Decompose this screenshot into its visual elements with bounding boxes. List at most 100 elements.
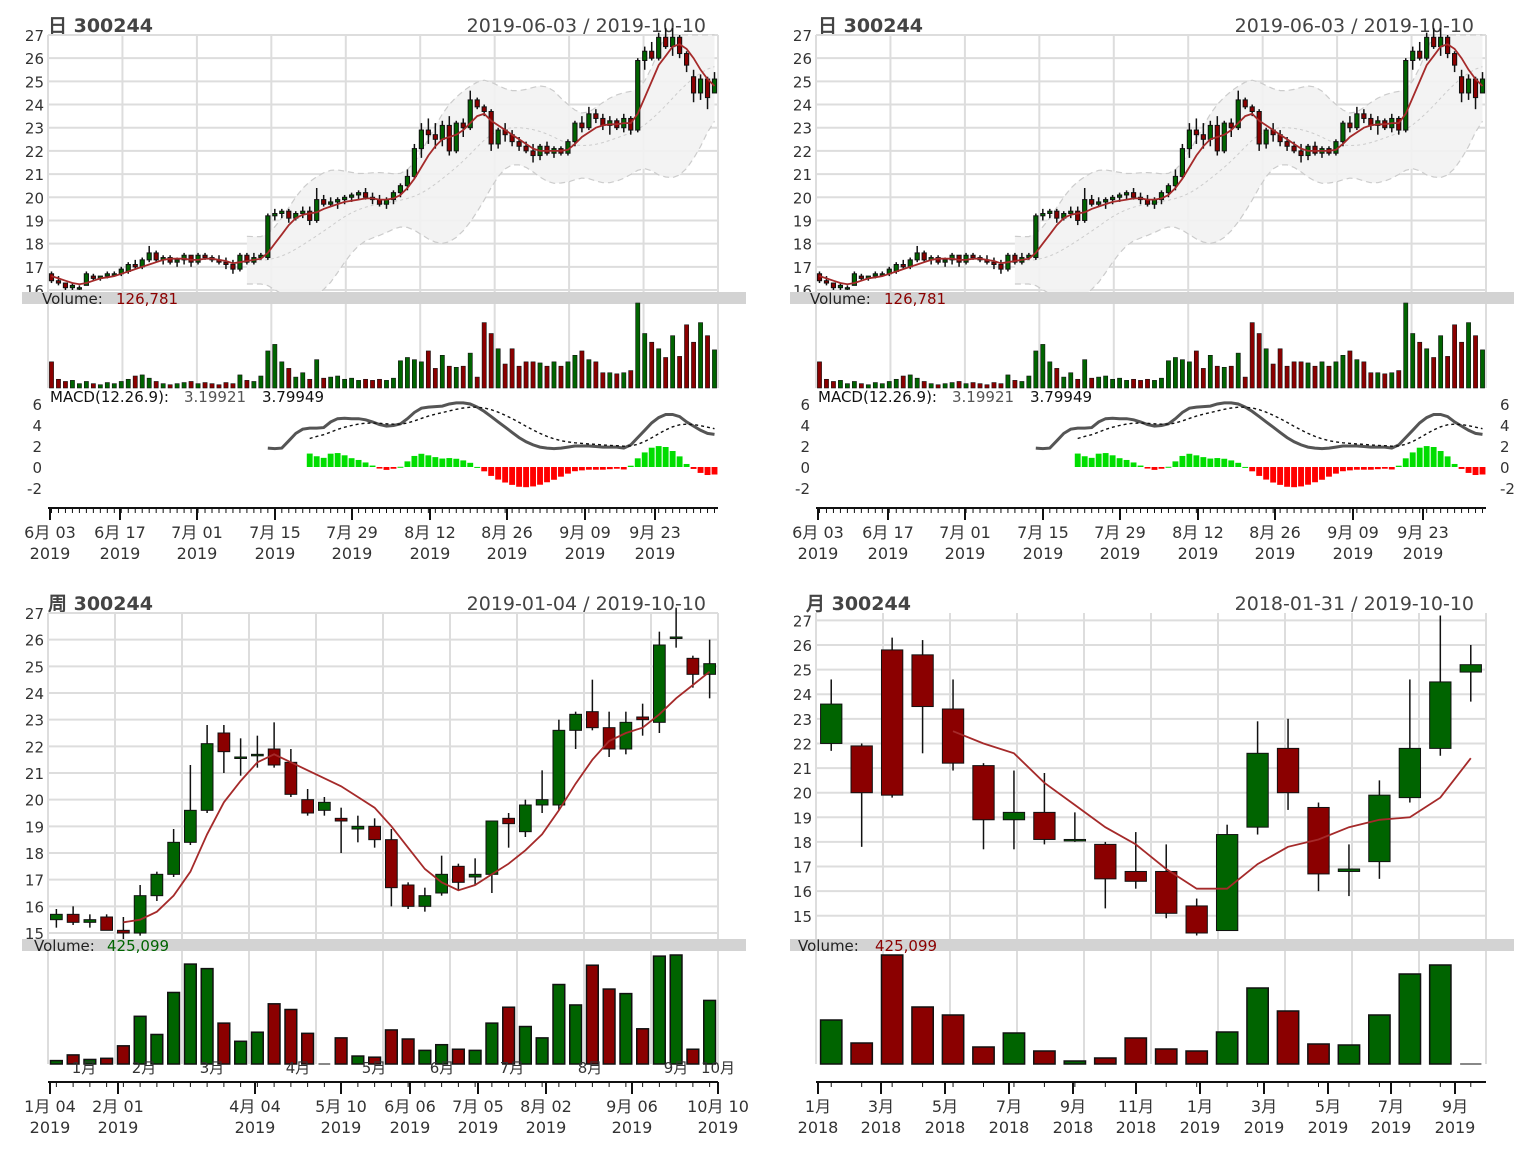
candle-body xyxy=(1410,50,1416,61)
volume-bar xyxy=(1228,365,1234,389)
macd-histogram-bar xyxy=(558,467,564,477)
candle-body xyxy=(335,199,341,203)
candle-body xyxy=(1396,117,1402,131)
candle-body xyxy=(1361,113,1367,119)
volume-bar xyxy=(1131,378,1136,389)
macd-histogram-bar xyxy=(683,463,690,467)
volume-bar xyxy=(1061,376,1067,389)
candle-body xyxy=(133,895,147,934)
macd-histogram-bar xyxy=(1284,467,1291,487)
macd-histogram-bar xyxy=(341,455,348,467)
macd-histogram-bar xyxy=(327,453,334,467)
y-tick-label: 15 xyxy=(25,925,44,943)
macd-histogram-bar xyxy=(446,458,453,467)
macd-histogram-bar xyxy=(460,460,467,467)
volume-bar xyxy=(116,1045,130,1065)
candle-body xyxy=(474,99,480,108)
candle-body xyxy=(530,150,536,157)
macd-signal-value: 3.79949 xyxy=(262,388,324,406)
candle-body xyxy=(1298,150,1304,157)
macd-histogram-bar xyxy=(1158,467,1165,469)
macd-y-tick-right: 6 xyxy=(1500,396,1510,414)
x-tick-label: 9月 23 xyxy=(629,523,681,542)
volume-bar xyxy=(125,378,131,389)
candle-body xyxy=(669,636,683,639)
volume-bar xyxy=(956,381,962,389)
macd-signal-value: 3.79949 xyxy=(1030,388,1092,406)
volume-bar xyxy=(139,374,145,389)
x-tick-label: 8月 02 xyxy=(520,1097,572,1116)
volume-bar xyxy=(391,377,396,389)
macd-y-tick-left: -2 xyxy=(795,480,810,498)
macd-histogram-bar xyxy=(474,466,481,468)
volume-bar xyxy=(1375,372,1381,389)
candle-body xyxy=(1242,99,1248,108)
volume-bar xyxy=(1473,335,1478,389)
macd-histogram-bar xyxy=(634,458,641,467)
x-tick-year: 2019 xyxy=(390,1118,431,1137)
volume-bar xyxy=(167,384,173,389)
volume-bar xyxy=(1110,378,1116,389)
volume-bar xyxy=(384,380,389,389)
volume-bar xyxy=(535,1037,549,1065)
candle-body xyxy=(1179,148,1185,177)
volume-bar xyxy=(200,967,214,1065)
moving-average-line xyxy=(819,43,1484,286)
candle-body xyxy=(69,284,76,289)
volume-bar xyxy=(284,1008,298,1065)
x-tick-label: 5月 xyxy=(1315,1097,1341,1116)
y-tick-label: 26 xyxy=(25,50,44,68)
macd-histogram-bar xyxy=(1319,467,1325,480)
volume-bar xyxy=(451,1048,465,1065)
volume-bar xyxy=(593,361,599,389)
volume-bar xyxy=(972,1046,995,1065)
candle-body xyxy=(411,148,417,177)
y-tick-label: 20 xyxy=(25,189,44,207)
candle-body xyxy=(244,254,250,263)
macd-label: MACD(12.26.9): xyxy=(50,388,169,406)
volume-bar xyxy=(970,382,976,389)
macd-histogram-bar xyxy=(320,457,327,467)
volume-bar xyxy=(418,1049,432,1065)
candle-body xyxy=(1458,76,1465,94)
y-tick-label: 22 xyxy=(793,735,812,753)
macd-histogram-bar xyxy=(1263,467,1270,480)
candle-body xyxy=(1249,106,1255,113)
macd-histogram-bar xyxy=(648,447,655,467)
candle-body xyxy=(200,743,214,811)
candle-body xyxy=(586,711,599,729)
candle-body xyxy=(1075,210,1081,221)
volume-bar xyxy=(314,359,320,389)
candle-body xyxy=(516,141,522,147)
y-tick-label: 19 xyxy=(793,809,812,827)
volume-bar xyxy=(468,1049,482,1065)
y-tick-label: 16 xyxy=(793,883,812,901)
y-tick-label: 20 xyxy=(25,792,44,810)
volume-bar xyxy=(1173,357,1178,389)
y-tick-label: 18 xyxy=(25,845,44,863)
volume-bar xyxy=(1047,361,1053,389)
candle-body xyxy=(1459,664,1482,673)
volume-bar xyxy=(342,378,348,389)
candle-body xyxy=(195,254,201,263)
macd-y-tick-left: -2 xyxy=(27,480,42,498)
volume-bar xyxy=(174,383,180,389)
candle-body xyxy=(1431,36,1437,48)
volume-bar xyxy=(300,372,306,389)
volume-bar xyxy=(1438,335,1444,389)
macd-histogram-bar xyxy=(411,455,418,467)
x-tick-year: 2018 xyxy=(798,1118,839,1137)
candle-body xyxy=(858,275,864,279)
x-tick-year: 2019 xyxy=(100,544,141,563)
candle-body xyxy=(1235,99,1241,129)
date-range: 2019-01-04 / 2019-10-10 xyxy=(467,593,706,615)
volume-bar xyxy=(1019,381,1025,389)
x-tick-year: 2019 xyxy=(458,1118,499,1137)
candle-body xyxy=(1472,78,1479,99)
candle-body xyxy=(998,264,1004,270)
candle-body xyxy=(649,50,655,59)
x-tick-label: 9月 09 xyxy=(1327,523,1379,542)
panel-title: 月 300244 xyxy=(805,593,911,615)
volume-bar xyxy=(1221,366,1227,389)
volume-bar xyxy=(530,361,536,389)
